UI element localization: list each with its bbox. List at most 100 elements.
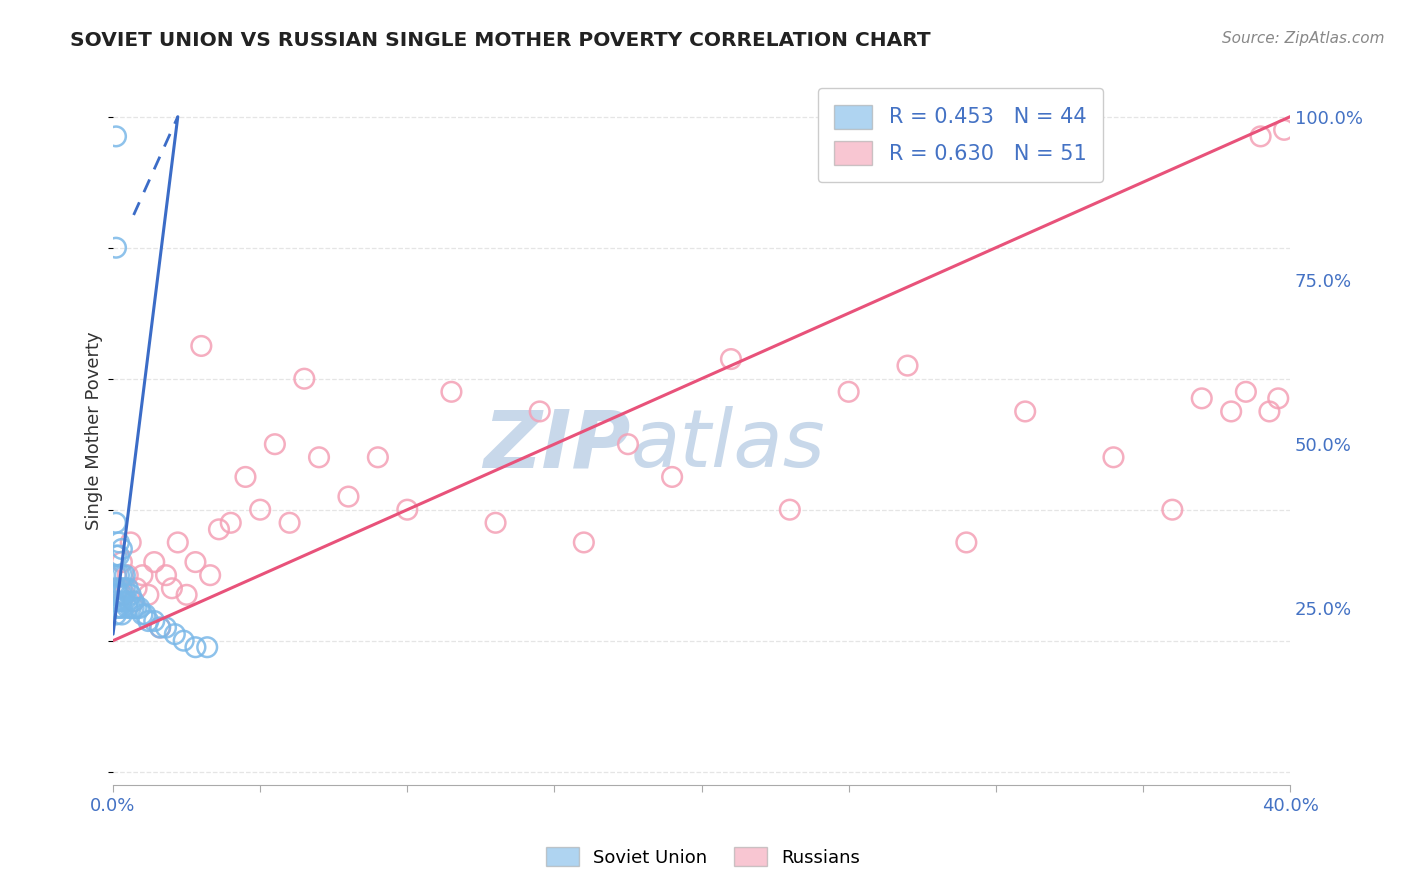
Point: [529, 404, 551, 418]
Point: [308, 450, 330, 465]
Point: [572, 535, 595, 549]
Point: [108, 582, 131, 596]
Point: [160, 582, 183, 596]
Point: [208, 522, 231, 536]
Point: [111, 555, 134, 569]
Point: [617, 437, 640, 451]
Point: [111, 568, 134, 582]
Point: [264, 437, 287, 451]
Point: [104, 594, 127, 608]
Point: [134, 607, 156, 622]
Point: [120, 601, 142, 615]
Point: [108, 601, 131, 615]
Legend: Soviet Union, Russians: Soviet Union, Russians: [538, 840, 868, 874]
Point: [104, 607, 127, 622]
Point: [155, 621, 177, 635]
Point: [249, 502, 271, 516]
Point: [104, 129, 127, 144]
Point: [1267, 392, 1289, 406]
Point: [111, 601, 134, 615]
Point: [1272, 123, 1295, 137]
Point: [131, 568, 153, 582]
Point: [896, 359, 918, 373]
Point: [114, 568, 136, 582]
Point: [184, 555, 207, 569]
Point: [138, 614, 160, 628]
Text: atlas: atlas: [631, 406, 825, 484]
Point: [149, 621, 172, 635]
Point: [120, 588, 142, 602]
Point: [337, 490, 360, 504]
Point: [111, 594, 134, 608]
Point: [104, 588, 127, 602]
Point: [111, 582, 134, 596]
Point: [440, 384, 463, 399]
Text: SOVIET UNION VS RUSSIAN SINGLE MOTHER POVERTY CORRELATION CHART: SOVIET UNION VS RUSSIAN SINGLE MOTHER PO…: [70, 31, 931, 50]
Point: [1102, 450, 1125, 465]
Point: [219, 516, 242, 530]
Point: [131, 607, 153, 622]
Point: [104, 241, 127, 255]
Point: [120, 535, 142, 549]
Point: [143, 555, 166, 569]
Point: [104, 568, 127, 582]
Point: [367, 450, 389, 465]
Point: [955, 535, 977, 549]
Point: [1220, 404, 1243, 418]
Point: [149, 621, 172, 635]
Point: [195, 640, 218, 655]
Point: [1234, 384, 1257, 399]
Point: [104, 601, 127, 615]
Y-axis label: Single Mother Poverty: Single Mother Poverty: [86, 332, 103, 531]
Point: [198, 568, 221, 582]
Point: [173, 633, 195, 648]
Point: [117, 594, 139, 608]
Point: [122, 601, 145, 615]
Point: [114, 588, 136, 602]
Point: [184, 640, 207, 655]
Point: [1191, 392, 1213, 406]
Text: ZIP: ZIP: [484, 406, 631, 484]
Point: [1161, 502, 1184, 516]
Point: [166, 535, 188, 549]
Point: [128, 601, 150, 615]
Point: [484, 516, 506, 530]
Point: [122, 594, 145, 608]
Point: [104, 582, 127, 596]
Point: [138, 588, 160, 602]
Point: [235, 470, 257, 484]
Point: [108, 549, 131, 563]
Point: [108, 568, 131, 582]
Point: [104, 516, 127, 530]
Point: [163, 627, 186, 641]
Point: [114, 582, 136, 596]
Text: Source: ZipAtlas.com: Source: ZipAtlas.com: [1222, 31, 1385, 46]
Legend: R = 0.453   N = 44, R = 0.630   N = 51: R = 0.453 N = 44, R = 0.630 N = 51: [818, 87, 1104, 182]
Point: [125, 582, 148, 596]
Point: [1014, 404, 1036, 418]
Point: [114, 594, 136, 608]
Point: [143, 614, 166, 628]
Point: [720, 352, 742, 367]
Point: [117, 582, 139, 596]
Point: [779, 502, 801, 516]
Point: [1250, 129, 1272, 144]
Point: [122, 594, 145, 608]
Point: [108, 588, 131, 602]
Point: [278, 516, 301, 530]
Point: [104, 549, 127, 563]
Point: [292, 372, 315, 386]
Point: [108, 535, 131, 549]
Point: [104, 568, 127, 582]
Point: [396, 502, 419, 516]
Point: [111, 588, 134, 602]
Point: [117, 601, 139, 615]
Point: [117, 568, 139, 582]
Point: [190, 339, 212, 353]
Point: [661, 470, 683, 484]
Point: [125, 601, 148, 615]
Point: [176, 588, 198, 602]
Point: [155, 568, 177, 582]
Point: [1258, 404, 1281, 418]
Point: [111, 541, 134, 556]
